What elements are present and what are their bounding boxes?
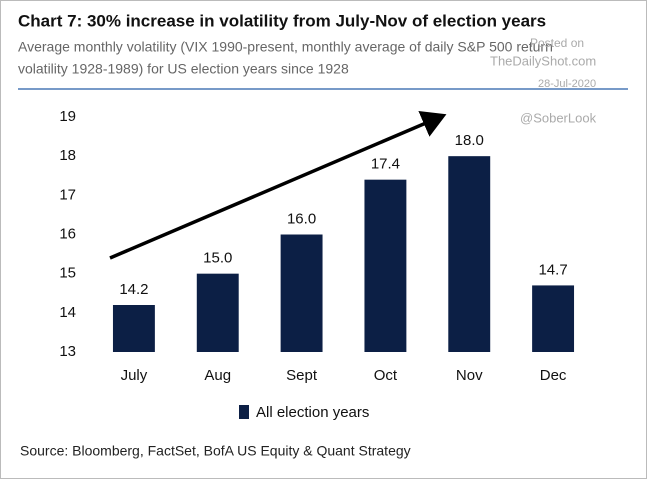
bar: [280, 234, 323, 352]
value-label: 14.2: [119, 281, 148, 298]
bar: [448, 156, 491, 352]
bar: [112, 305, 155, 352]
watermark: @SoberLook: [520, 110, 597, 125]
value-label: 14.7: [538, 261, 567, 278]
trend-arrow: [109, 111, 447, 260]
watermark: 28-Jul-2020: [538, 78, 596, 90]
chart-title: Chart 7: 30% increase in volatility from…: [18, 11, 546, 30]
bar: [196, 273, 239, 352]
value-label: 18.0: [455, 132, 484, 149]
x-tick-label: Oct: [374, 367, 398, 384]
x-tick-label: July: [121, 367, 148, 384]
value-label: 16.0: [287, 210, 316, 227]
bar: [364, 179, 407, 352]
value-label: 17.4: [371, 156, 400, 173]
y-tick-label: 17: [59, 186, 76, 203]
x-tick-label: Sept: [286, 367, 318, 384]
legend-swatch: [239, 405, 249, 419]
bar: [532, 285, 575, 352]
x-tick-label: Nov: [456, 367, 483, 384]
watermark: Posted on: [530, 36, 584, 50]
subtitle: Average monthly volatility (VIX 1990-pre…: [18, 39, 553, 55]
watermark: TheDailyShot.com: [490, 53, 596, 68]
y-tick-label: 19: [59, 108, 76, 125]
y-tick-label: 13: [59, 343, 76, 360]
value-label: 15.0: [203, 250, 232, 267]
legend-label: All election years: [256, 404, 369, 421]
y-tick-label: 18: [59, 147, 76, 164]
y-tick-label: 16: [59, 225, 76, 242]
x-tick-label: Dec: [540, 367, 567, 384]
x-tick-label: Aug: [204, 367, 231, 384]
y-tick-label: 14: [59, 304, 76, 321]
y-tick-label: 15: [59, 265, 76, 282]
subtitle: volatility 1928-1989) for US election ye…: [18, 61, 349, 77]
source-note: Source: Bloomberg, FactSet, BofA US Equi…: [20, 443, 411, 459]
